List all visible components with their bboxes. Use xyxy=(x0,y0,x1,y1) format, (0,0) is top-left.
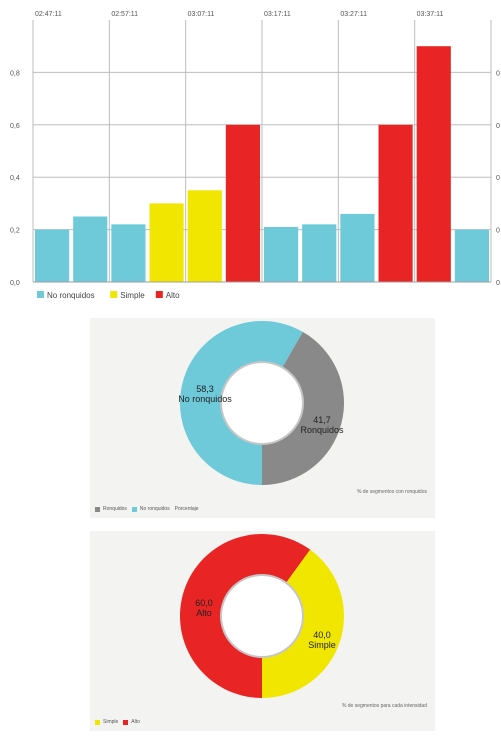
legend-swatch-ronquidos xyxy=(95,506,100,512)
legend-label-ronquidos: Ronquidos xyxy=(103,506,127,512)
y-tick-label-right: 0 xyxy=(496,175,500,182)
bar-no-ronquidos xyxy=(35,229,70,282)
slice-label-simple: 40,0 Simple xyxy=(308,630,336,650)
y-tick-label: 0,6 xyxy=(10,123,20,130)
donut-hole xyxy=(222,576,302,656)
bar-alto xyxy=(225,124,260,282)
y-tick-label-right: 0 xyxy=(496,70,500,77)
x-time-label: 03:27:11 xyxy=(340,11,367,18)
legend-swatch-simple xyxy=(95,719,100,725)
legend-swatch-alto xyxy=(155,291,163,298)
snoring-donut-chart xyxy=(179,321,344,485)
legend-label-simple: Simple xyxy=(103,719,119,725)
bar-simple xyxy=(149,203,184,282)
x-time-label: 03:07:11 xyxy=(188,11,215,18)
y-tick-label-right: 0 xyxy=(496,123,500,130)
slice-ronquidos xyxy=(262,331,344,485)
snoring-percentage-card: 58,3 No ronquidos 41,7 Ronquidos % de se… xyxy=(90,318,435,518)
slice-label-ronquidos: 41,7 Ronquidos xyxy=(300,415,344,435)
y-tick-label: 0,4 xyxy=(10,175,20,182)
bar-no-ronquidos xyxy=(340,213,375,282)
bar-no-ronquidos xyxy=(264,226,299,282)
chart-caption: % de segmentos con ronquidos xyxy=(356,489,427,495)
legend-label-no-ronquidos: No ronquidos xyxy=(47,291,95,300)
donut-hole xyxy=(222,363,302,443)
bar-no-ronquidos xyxy=(73,216,108,282)
legend-swatch-no-ronquidos xyxy=(131,506,137,512)
legend-swatch-alto xyxy=(123,719,129,725)
legend-swatch-no-ronquidos xyxy=(37,291,44,298)
intensity-percentage-card: 60,0 Alto 40,0 Simple % de segmentos par… xyxy=(90,531,435,731)
x-time-label: 03:37:11 xyxy=(417,11,444,18)
y-tick-label-right: 0 xyxy=(496,280,500,287)
legend-label-alto: Alto xyxy=(166,291,180,300)
intensity-donut-chart xyxy=(179,534,344,698)
legend-suffix: Porcentaje xyxy=(174,506,199,512)
bar-alto xyxy=(416,46,451,283)
bar-alto xyxy=(378,124,413,282)
legend-label-alto: Alto xyxy=(131,719,140,725)
legend-swatch-simple xyxy=(110,291,118,298)
x-time-label: 02:47:11 xyxy=(35,11,62,18)
slice-no-ronquidos xyxy=(179,321,303,485)
donut-legend: Ronquidos No ronquidos Porcentaje xyxy=(95,506,199,512)
slice-alto xyxy=(179,534,311,698)
y-tick-label-right: 0 xyxy=(496,228,500,235)
slice-label-alto: 60,0 Alto xyxy=(195,598,213,618)
slice-label-no-ronquidos: 58,3 No ronquidos xyxy=(178,384,232,404)
chart-caption: % de segmentos para cada intensidad xyxy=(341,703,427,709)
bar-no-ronquidos xyxy=(111,224,146,282)
y-tick-label: 0,8 xyxy=(10,70,20,77)
y-tick-label: 0,0 xyxy=(10,280,20,287)
donut-legend: Simple Alto xyxy=(95,719,143,725)
x-time-label: 02:57:11 xyxy=(111,11,138,18)
legend-label-simple: Simple xyxy=(120,291,145,300)
bar-no-ronquidos xyxy=(454,229,489,282)
snoring-bar-chart: 0,0 0 0,2 0 0,4 0 0,6 0 0,8 0 02:47:11 02:57:11 03:0… xyxy=(10,11,500,300)
x-time-label: 03:17:11 xyxy=(264,11,291,18)
legend-label-no-ronquidos: No ronquidos xyxy=(139,506,170,512)
bar-simple xyxy=(187,190,222,282)
slice-simple xyxy=(262,549,344,698)
y-tick-label: 0,2 xyxy=(10,228,20,235)
bar-no-ronquidos xyxy=(302,224,337,282)
